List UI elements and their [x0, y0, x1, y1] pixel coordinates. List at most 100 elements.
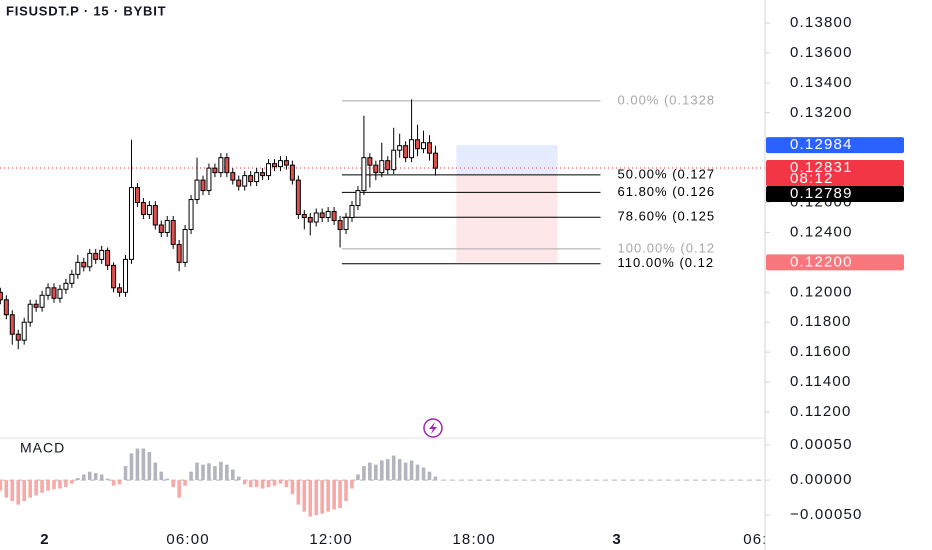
candle-body: [426, 142, 432, 154]
x-tick-label: 12:00: [309, 531, 353, 548]
macd-bar: [105, 478, 110, 481]
candle-body: [260, 172, 266, 177]
candle-body: [224, 157, 230, 174]
macd-bar: [34, 480, 38, 496]
macd-bar: [427, 471, 432, 481]
macd-bar: [165, 478, 170, 481]
price-label-box: [766, 185, 904, 202]
candle-body: [188, 199, 194, 230]
candle-body: [385, 160, 391, 171]
macd-bar: [278, 480, 283, 484]
macd-bar: [40, 480, 44, 493]
macd-bar: [272, 480, 277, 486]
chart-title: FISUSDT.P · 15 · BYBIT: [6, 3, 166, 18]
macd-bar: [159, 471, 164, 481]
y2-tick-label: −0.00050: [790, 506, 863, 523]
candle-body: [248, 175, 254, 183]
macd-bar: [87, 471, 92, 481]
candle-body: [432, 152, 438, 169]
x-tick-label: 06:00: [166, 531, 210, 548]
candle-body: [325, 211, 331, 219]
candle-body: [117, 287, 123, 293]
macd-bar: [0, 480, 3, 491]
candle-body: [99, 249, 105, 260]
macd-bar: [64, 480, 68, 488]
macd-bar: [266, 480, 271, 488]
macd-bar: [326, 480, 330, 512]
candle-body: [313, 212, 319, 223]
y-tick-label: 0.12000: [790, 283, 853, 300]
x-tick-label: 06:0: [743, 531, 777, 548]
position-target-zone: [456, 145, 558, 175]
candle-body: [182, 228, 188, 263]
candle-body: [254, 172, 260, 183]
candle-body: [379, 160, 385, 174]
macd-bar: [189, 471, 193, 481]
candle-body: [319, 212, 325, 219]
candle-body: [111, 264, 117, 289]
macd-bar: [183, 480, 187, 486]
y-tick-label: 0.11400: [790, 373, 852, 390]
price-label-box: [766, 137, 904, 154]
macd-bar: [397, 459, 402, 481]
candle-body: [337, 219, 343, 230]
candle-body: [397, 145, 403, 151]
candle-body: [391, 149, 397, 171]
candle-body: [134, 187, 140, 204]
y-tick-label: 0.13200: [790, 104, 853, 121]
candle-body: [355, 190, 361, 207]
candle-body: [75, 261, 81, 275]
macd-bar: [16, 480, 21, 505]
candle-body: [51, 287, 57, 299]
candle-body: [242, 175, 248, 187]
macd-bar: [111, 480, 116, 486]
macd-bar: [81, 474, 86, 481]
macd-bar: [409, 460, 414, 481]
macd-bar: [213, 466, 217, 481]
candle-body: [403, 145, 409, 159]
macd-bar: [296, 480, 301, 505]
macd-bar: [308, 480, 313, 517]
y2-tick-label: 0.00000: [790, 471, 853, 488]
candle-body: [283, 160, 289, 166]
candle-body: [146, 205, 152, 216]
fib-level-label: 0.00% (0.1328: [618, 92, 716, 107]
candle-body: [367, 157, 373, 166]
macd-bar: [58, 480, 62, 489]
macd-bar: [284, 480, 289, 488]
macd-bar: [391, 455, 396, 481]
macd-bar: [153, 462, 158, 481]
macd-title: MACD: [20, 440, 65, 456]
price-axis-panel: [765, 0, 932, 550]
macd-bar: [379, 460, 384, 481]
macd-bar: [254, 480, 259, 488]
macd-bar: [260, 480, 265, 489]
candle-body: [128, 187, 134, 260]
lightning-icon[interactable]: [423, 418, 443, 438]
price-label: 0.12831: [790, 159, 853, 176]
candle-body: [69, 273, 75, 284]
candle-body: [230, 172, 236, 181]
candle-body: [176, 243, 182, 263]
macd-bar: [332, 480, 336, 510]
price-label: 0.12984: [790, 136, 853, 153]
macd-bar: [225, 464, 229, 481]
macd-bar: [123, 466, 128, 481]
macd-bar: [171, 480, 175, 488]
price-label: 0.12789: [790, 185, 853, 202]
macd-bar: [93, 473, 98, 481]
macd-bar: [350, 480, 354, 489]
candle-body: [277, 160, 283, 168]
candle-body: [206, 167, 212, 192]
x-tick-label: 18:00: [452, 531, 496, 548]
fib-level-label: 110.00% (0.12: [618, 255, 715, 270]
candle-body: [45, 287, 51, 296]
candle-body: [140, 202, 146, 216]
y-tick-label: 0.13400: [790, 74, 853, 91]
candle-body: [266, 163, 272, 177]
candle-body: [194, 179, 200, 201]
fib-level-label: 78.60% (0.125: [618, 209, 716, 224]
candle-body: [0, 291, 3, 301]
macd-bar: [385, 459, 390, 481]
